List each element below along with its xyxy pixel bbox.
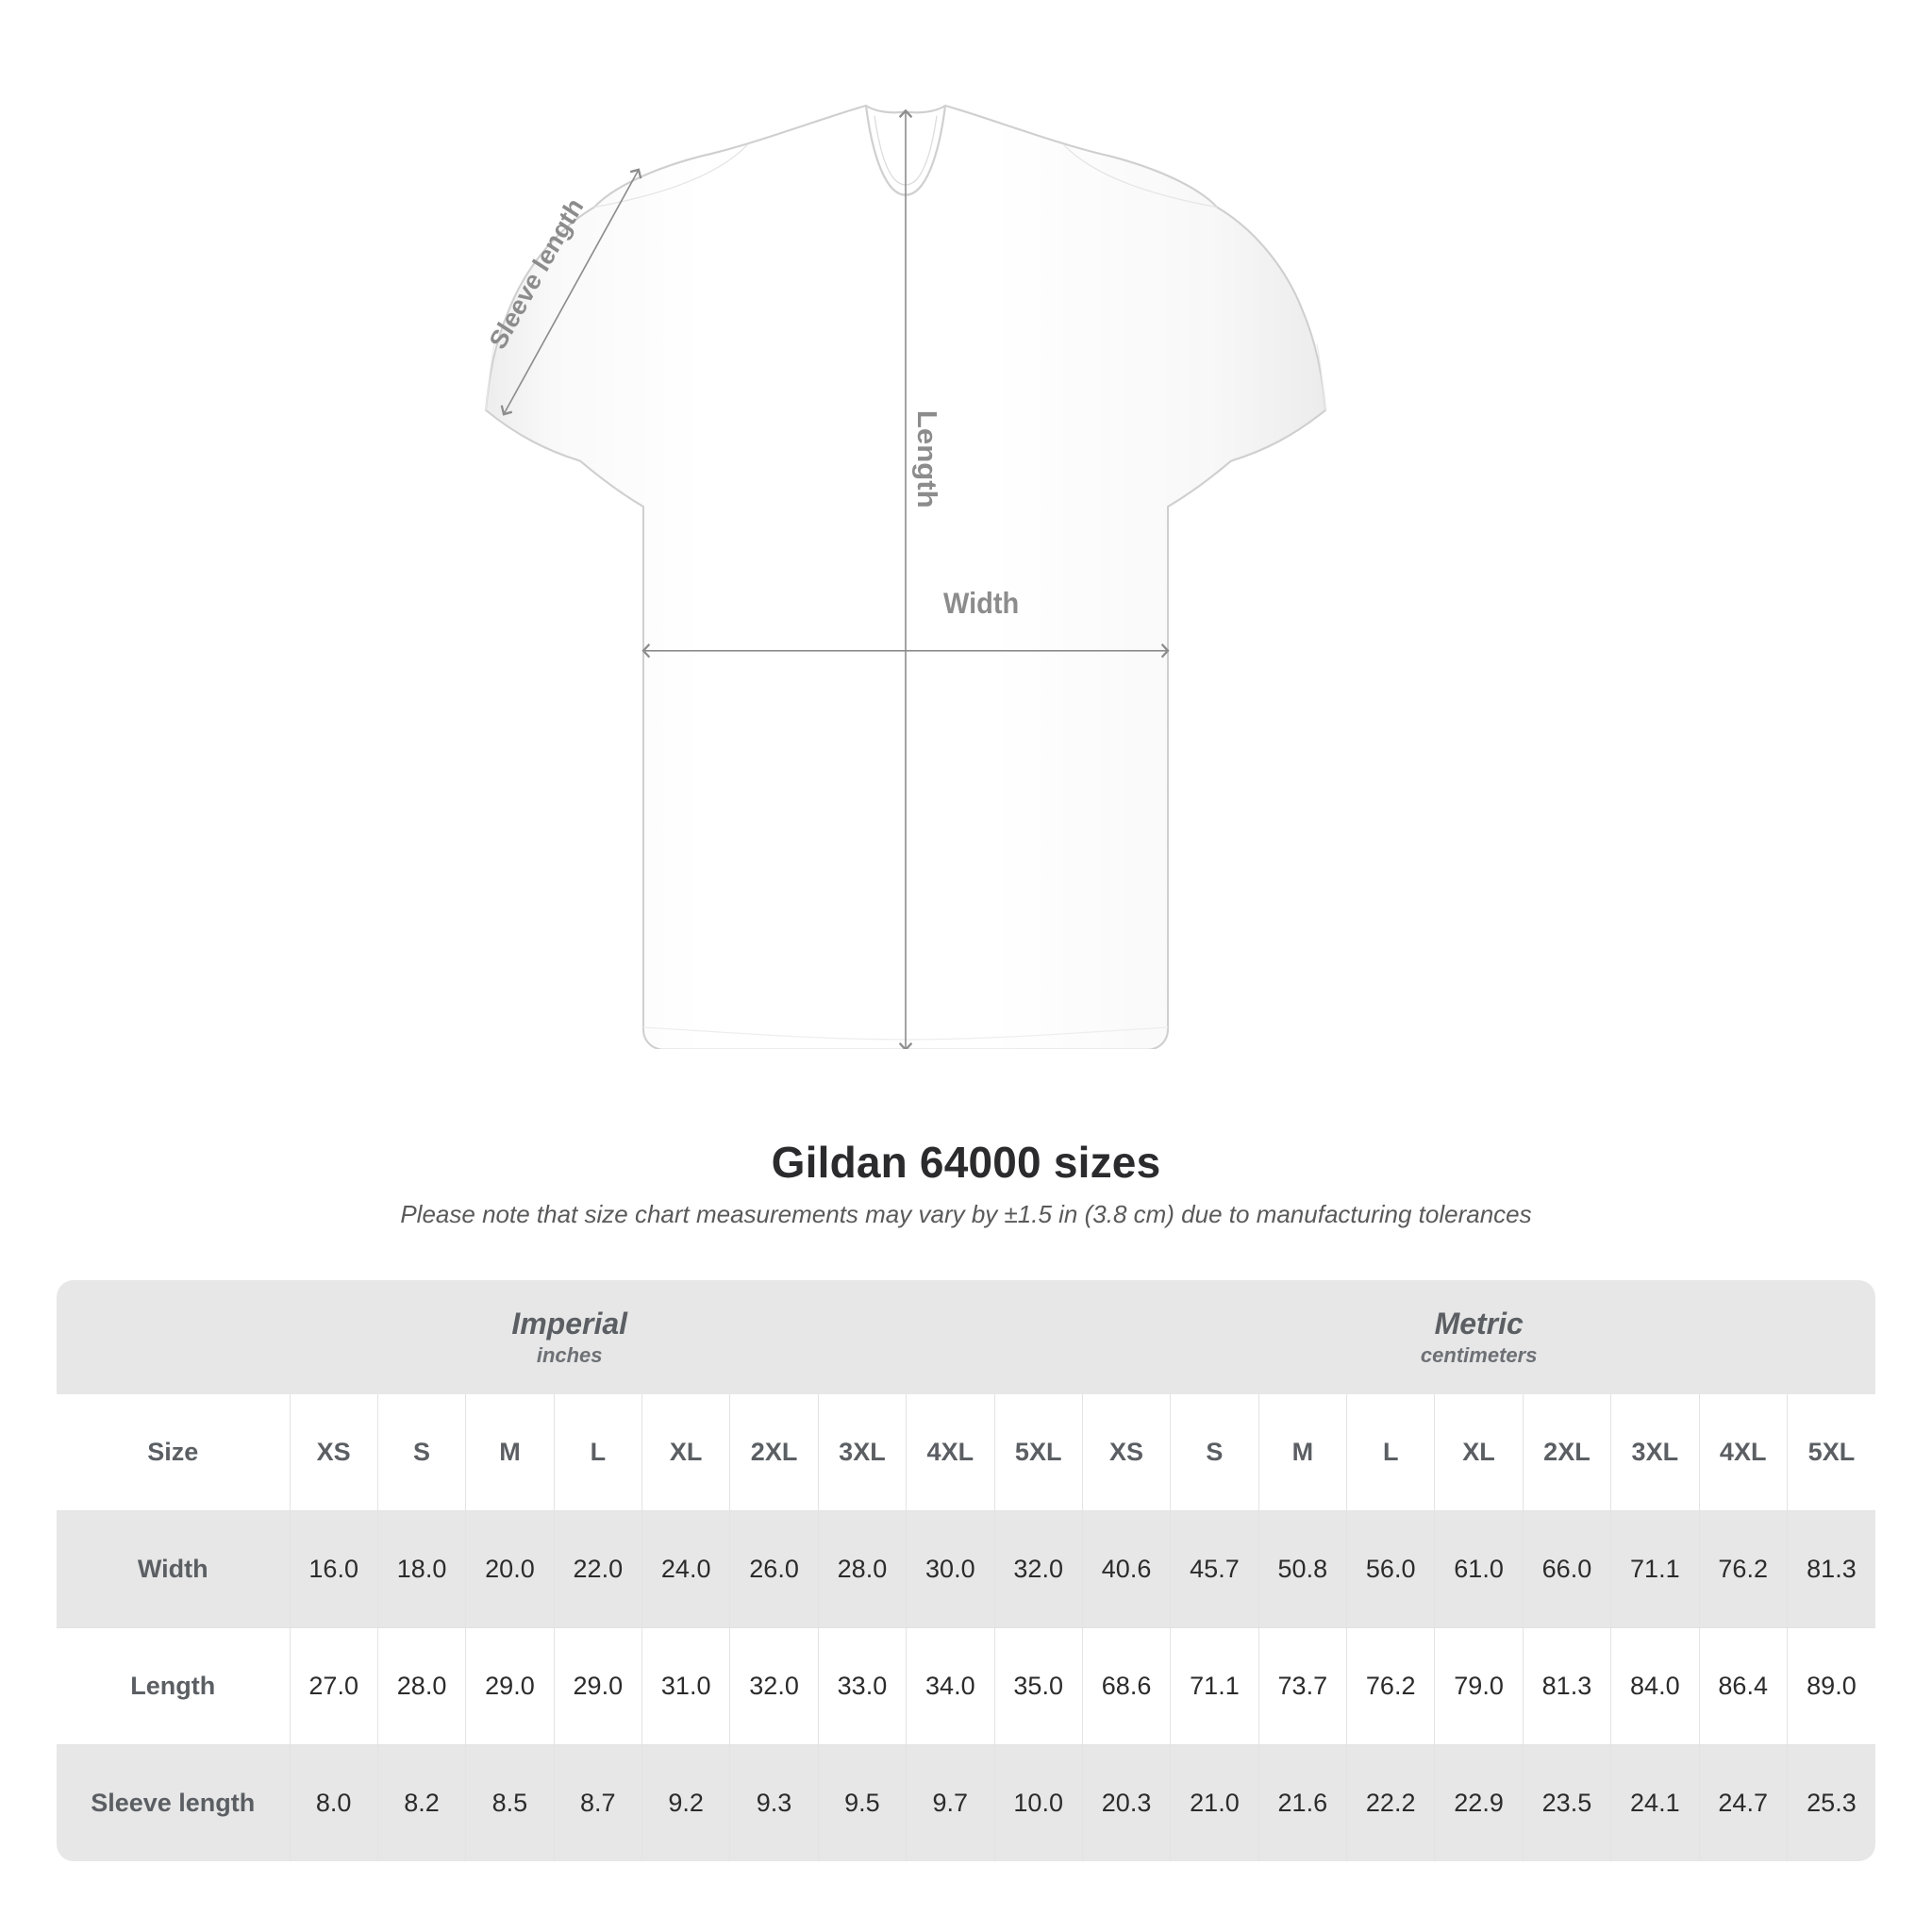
- svg-text:Width: Width: [943, 588, 1019, 620]
- svg-text:Length: Length: [911, 410, 941, 508]
